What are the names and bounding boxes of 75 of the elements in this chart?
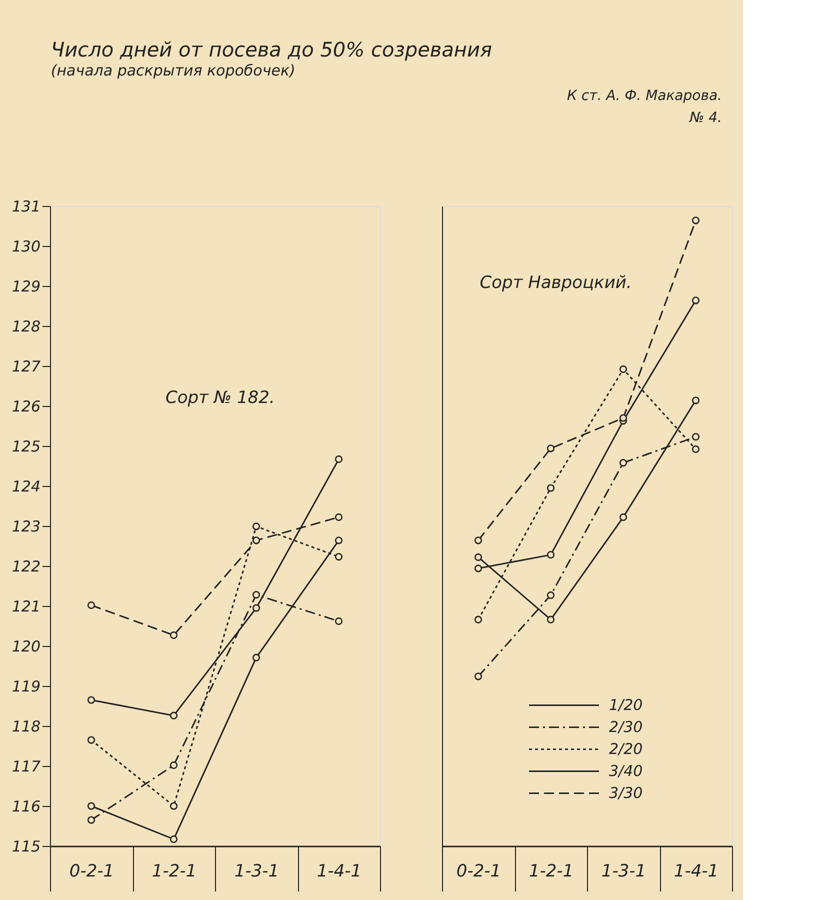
point xyxy=(170,835,178,844)
point xyxy=(170,802,178,810)
y-tick-label: 130 xyxy=(12,238,40,256)
point xyxy=(252,604,260,612)
x-tick-label: 1-4-1 xyxy=(674,862,719,882)
point xyxy=(170,761,178,770)
legend-label: 3/40 xyxy=(609,762,643,780)
text: К ст. А. Ф. Макарова. xyxy=(567,88,722,104)
point xyxy=(334,617,343,626)
y-tick-label: 118 xyxy=(12,718,40,736)
point xyxy=(619,458,628,467)
x-tick-label: 1-3-1 xyxy=(601,862,646,882)
chart-title: Число дней от посева до 50% созревания xyxy=(50,38,492,62)
chart-subtitle: (начала раскрытия коробочек) xyxy=(50,62,296,80)
y-tick-label: 125 xyxy=(12,438,40,456)
point xyxy=(546,444,555,452)
point xyxy=(252,522,260,530)
point xyxy=(334,552,343,561)
y-tick-label: 126 xyxy=(12,398,40,416)
y-tick-label: 129 xyxy=(12,278,40,296)
point xyxy=(692,445,700,454)
x-tick-label: 1-2-1 xyxy=(152,862,197,882)
point xyxy=(334,513,343,522)
point xyxy=(546,484,555,492)
y-tick-label: 124 xyxy=(12,478,40,496)
point xyxy=(334,536,343,544)
y-tick-label: 116 xyxy=(12,798,40,816)
point xyxy=(170,712,178,720)
point xyxy=(546,591,555,600)
point xyxy=(692,432,700,441)
y-tick-label: 119 xyxy=(12,678,40,696)
y-tick-label: 117 xyxy=(12,758,41,776)
point xyxy=(87,802,96,810)
y-tick-label: 123 xyxy=(12,518,40,536)
x-tick-label: 1-3-1 xyxy=(234,862,280,882)
x-tick-label: 0-2-1 xyxy=(456,862,502,882)
y-tick-label: 120 xyxy=(12,638,40,656)
point xyxy=(474,564,482,572)
annotation: Сорт № 182. xyxy=(166,388,275,408)
point xyxy=(692,296,700,304)
point xyxy=(546,616,555,624)
y-tick-label: 121 xyxy=(12,598,40,616)
legend-label: 1/20 xyxy=(609,696,643,714)
point xyxy=(87,816,96,824)
point xyxy=(619,513,628,522)
point xyxy=(619,365,628,374)
y-tick-label: 127 xyxy=(12,358,41,376)
legend-label: 3/30 xyxy=(609,784,643,802)
x-tick-label: 1-2-1 xyxy=(528,862,574,882)
point xyxy=(87,736,96,744)
point xyxy=(474,553,482,562)
legend-label: 2/20 xyxy=(609,740,643,758)
y-tick-label: 122 xyxy=(12,558,40,576)
point xyxy=(252,536,260,544)
point xyxy=(474,536,482,544)
point xyxy=(619,414,628,422)
point xyxy=(474,616,482,624)
point xyxy=(334,455,343,464)
point xyxy=(252,654,260,662)
point xyxy=(252,590,260,599)
y-tick-label: 131 xyxy=(12,198,40,216)
y-tick-label: 115 xyxy=(12,838,40,856)
point xyxy=(87,696,96,704)
x-tick-label: 0-2-1 xyxy=(69,862,114,882)
point xyxy=(692,216,700,224)
annotation: Сорт Навроцкий. xyxy=(480,272,632,293)
text: № 4. xyxy=(688,110,722,126)
point xyxy=(546,550,555,559)
x-tick-label: 1-4-1 xyxy=(316,862,362,882)
point xyxy=(474,672,482,680)
legend-label: 2/30 xyxy=(609,718,643,736)
y-tick-label: 128 xyxy=(12,318,40,336)
point xyxy=(87,601,96,610)
point xyxy=(170,631,178,640)
point xyxy=(692,396,700,404)
